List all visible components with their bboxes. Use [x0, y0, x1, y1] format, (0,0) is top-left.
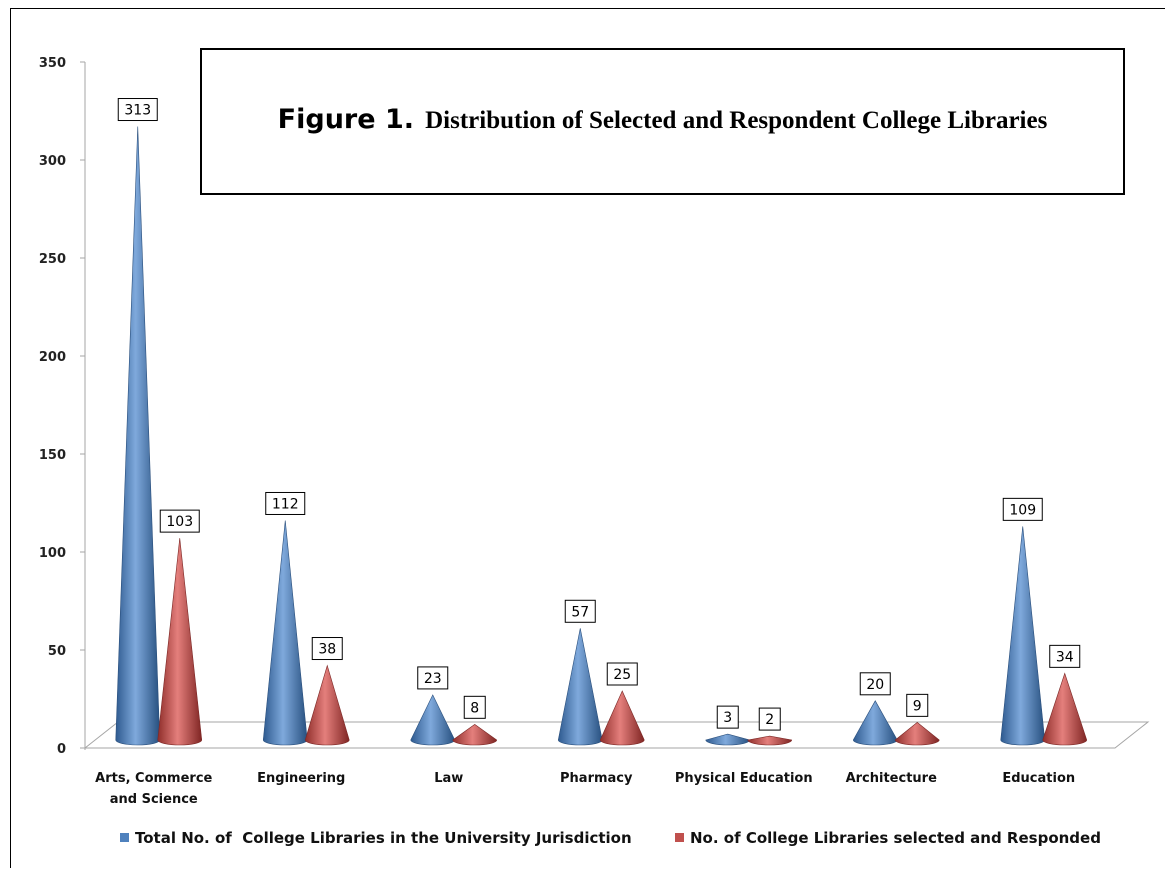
total-cone-4: [557, 628, 603, 746]
data-label-text: 20: [866, 677, 884, 693]
total-label-2: 112: [265, 491, 306, 515]
chart-frame: [10, 8, 1165, 868]
total-cone-2: [262, 520, 308, 746]
data-label-box: [564, 599, 596, 623]
data-label-text: 25: [613, 667, 631, 683]
data-label-text: 103: [166, 514, 193, 530]
legend-label-1: Total No. of College Libraries in the Un…: [135, 829, 632, 847]
x-category-label: Law: [434, 771, 463, 786]
legend-swatch-1: [120, 833, 129, 842]
data-label-text: 23: [424, 671, 442, 687]
x-axis: Arts, Commerce and Science Engineering Law P…: [95, 771, 1075, 807]
responded-label-6: 9: [906, 693, 929, 717]
data-label-text: 112: [272, 496, 299, 512]
x-category-label: Education: [1002, 771, 1075, 786]
data-label-text: 34: [1056, 649, 1074, 665]
chart-title-main: Distribution of Selected and Respondent …: [425, 107, 1048, 134]
total-cone-3: [410, 694, 456, 746]
data-label-box: [159, 509, 200, 533]
total-label-7: 109: [1002, 497, 1043, 521]
y-tick-label: 50: [48, 644, 66, 659]
data-label-box: [859, 672, 891, 696]
chart-title-lead: Figure 1.: [277, 104, 414, 135]
data-label-box: [1002, 497, 1043, 521]
data-label-box: [463, 695, 486, 719]
x-category-label: Engineering: [257, 771, 345, 786]
y-tick-label: 300: [39, 154, 66, 169]
data-label-text: 3: [723, 710, 732, 726]
total-label-4: 57: [564, 599, 596, 623]
y-tick-label: 0: [57, 742, 66, 757]
y-tick-label: 350: [39, 56, 66, 71]
responded-cone-2: [304, 664, 350, 746]
total-cone-7: [1000, 526, 1046, 746]
responded-cone-3: [452, 723, 498, 746]
data-label-text: 57: [571, 604, 589, 620]
legend-label-2: No. of College Libraries selected and Re…: [690, 829, 1101, 847]
y-tick-label: 200: [39, 350, 66, 365]
y-tick-label: 250: [39, 252, 66, 267]
responded-label-2: 38: [311, 637, 343, 661]
y-axis: 0 50 100 150 200 250 300 350: [39, 56, 85, 757]
data-label-box: [311, 637, 343, 661]
data-label-box: [117, 98, 158, 122]
y-tick-label: 100: [39, 546, 66, 561]
responded-cone-6: [894, 721, 940, 746]
x-category-label: Physical Education: [675, 771, 813, 786]
responded-label-1: 103: [159, 509, 200, 533]
y-tick-label: 150: [39, 448, 66, 463]
data-label-box: [1049, 644, 1081, 668]
data-label-text: 9: [913, 698, 922, 714]
data-label-box: [906, 693, 929, 717]
data-label-box: [417, 666, 449, 690]
x-category-label: and Science: [110, 792, 198, 807]
series-marks: [115, 126, 1088, 746]
data-label-text: 109: [1009, 502, 1036, 518]
x-category-label: Arts, Commerce: [95, 771, 212, 786]
data-label-text: 2: [765, 712, 774, 728]
responded-label-4: 25: [606, 662, 638, 686]
data-label-box: [716, 705, 739, 729]
data-label-text: 8: [470, 700, 479, 716]
x-category-label: Architecture: [846, 771, 938, 786]
responded-cone-4: [599, 690, 645, 746]
legend: Total No. of College Libraries in the Un…: [120, 829, 1101, 847]
responded-label-3: 8: [463, 695, 486, 719]
data-labels: 313 103 112 38 23 8 57 25 3 2 20 9 109 34: [117, 98, 1081, 731]
data-label-box: [606, 662, 638, 686]
responded-cone-7: [1042, 672, 1088, 746]
data-label-text: 313: [124, 103, 151, 119]
data-label-text: 38: [318, 642, 336, 658]
total-label-5: 3: [716, 705, 739, 729]
responded-cone-5: [747, 735, 793, 746]
legend-swatch-2: [675, 833, 684, 842]
total-label-6: 20: [859, 672, 891, 696]
total-cone-1: [115, 126, 161, 746]
x-category-label: Pharmacy: [560, 771, 633, 786]
total-label-3: 23: [417, 666, 449, 690]
chart-title-box: Figure 1. Distribution of Selected and R…: [200, 48, 1125, 195]
chart-title: Figure 1. Distribution of Selected and R…: [202, 104, 1123, 135]
data-label-box: [758, 707, 781, 731]
total-label-1: 313: [117, 98, 158, 122]
responded-label-7: 34: [1049, 644, 1081, 668]
data-label-box: [265, 491, 306, 515]
responded-cone-1: [157, 538, 203, 746]
responded-label-5: 2: [758, 707, 781, 731]
